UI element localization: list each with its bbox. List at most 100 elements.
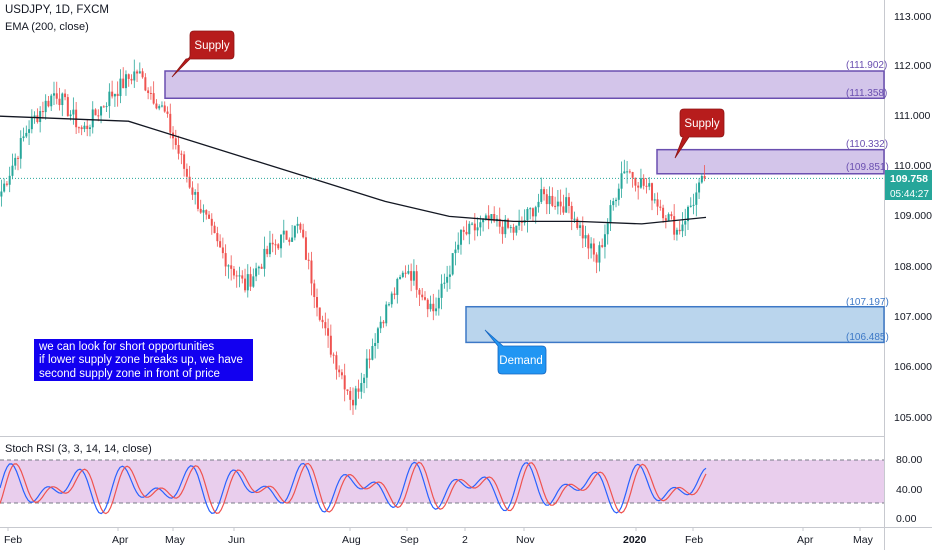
demand-zone[interactable] — [465, 305, 885, 344]
candle-body — [374, 342, 377, 347]
note-line-3: second supply zone in front of price — [39, 367, 220, 380]
candle-body — [108, 91, 111, 107]
candle-body — [698, 182, 701, 193]
candle-body — [642, 178, 645, 186]
candle-body — [304, 237, 307, 260]
candle-body — [443, 282, 446, 284]
supply-zone[interactable] — [656, 148, 885, 175]
candle-body — [476, 227, 479, 231]
candle-body — [357, 388, 360, 392]
candle-body — [3, 183, 6, 192]
candle-body — [277, 244, 280, 249]
candle-body — [169, 113, 172, 133]
candle-body — [648, 183, 651, 187]
candle-body — [423, 297, 426, 300]
candle-body — [645, 185, 648, 187]
candle-body — [224, 253, 227, 267]
symbol-title[interactable]: USDJPY, 1D, FXCM — [5, 4, 109, 16]
zone-label-lower: (111.358) — [846, 88, 887, 99]
stoch-k-line[interactable] — [0, 461, 707, 515]
candle-body — [603, 234, 606, 247]
stoch-legend[interactable]: Stoch RSI (3, 3, 14, 14, close) — [5, 443, 152, 455]
candle-body — [518, 221, 521, 226]
candle-body — [371, 346, 374, 360]
candle-body — [396, 278, 399, 295]
candle-body — [75, 109, 78, 128]
candle-body — [232, 268, 235, 276]
candle-body — [255, 268, 258, 277]
candle-body — [529, 208, 532, 210]
candle-body — [675, 229, 678, 235]
candle-body — [39, 111, 42, 123]
candle-body — [565, 197, 568, 213]
candle-body — [390, 293, 393, 305]
candle-body — [554, 205, 557, 207]
candle-body — [219, 241, 222, 248]
candle-body — [631, 172, 634, 178]
osc-tick: 40.00 — [896, 484, 922, 496]
candle-body — [288, 239, 291, 242]
candle-body — [462, 229, 465, 232]
candle-body — [404, 272, 407, 274]
price-tick: 105.000 — [894, 412, 932, 424]
candle-body — [313, 283, 316, 298]
candle-body — [230, 265, 233, 269]
candle-body — [534, 207, 537, 217]
candle-body — [61, 93, 64, 106]
candle-body — [579, 225, 582, 228]
candle-body — [695, 192, 698, 205]
candle-body — [352, 399, 354, 406]
candle-body — [191, 187, 194, 195]
candle-body — [468, 223, 471, 235]
ema-line[interactable] — [0, 115, 707, 225]
candle-body — [257, 266, 260, 269]
candle-body — [551, 195, 554, 206]
supply-callout-2[interactable]: Supply — [674, 108, 725, 159]
candle-body — [52, 93, 55, 96]
candle-body — [617, 188, 620, 200]
candle-body — [346, 389, 349, 391]
analysis-note[interactable]: we can look for short opportunities if l… — [34, 339, 253, 381]
candle-body — [429, 303, 432, 310]
candle-body — [471, 223, 474, 225]
candle-body — [581, 225, 584, 239]
candle-body — [612, 201, 615, 206]
candle-body — [459, 229, 462, 245]
stoch-d-line[interactable] — [0, 461, 707, 515]
candle-body — [194, 192, 197, 195]
candle-body — [526, 208, 529, 221]
candle-body — [487, 215, 490, 221]
candle-body — [138, 71, 141, 74]
time-label: May — [853, 534, 874, 546]
supply-callout-1[interactable]: Supply — [171, 30, 235, 78]
time-label: Jun — [228, 534, 245, 546]
price-tick: 111.000 — [894, 110, 931, 122]
ema-legend[interactable]: EMA (200, close) — [5, 21, 89, 33]
candle-body — [271, 242, 274, 245]
candle-body — [667, 214, 670, 221]
supply-zone[interactable] — [164, 70, 885, 100]
candle-body — [482, 219, 485, 223]
demand-callout[interactable]: Demand — [484, 329, 547, 375]
time-label: Apr — [797, 534, 814, 546]
candle-body — [28, 129, 31, 133]
candle-body — [8, 175, 11, 185]
time-label: Feb — [4, 534, 22, 546]
candle-body — [354, 388, 357, 406]
candle-body — [102, 106, 105, 108]
candle-body — [507, 219, 510, 228]
candle-body — [700, 175, 703, 183]
candle-body — [418, 289, 421, 295]
candle-body — [263, 248, 266, 269]
candle-body — [88, 127, 91, 129]
candle-body — [509, 227, 512, 229]
candle-body — [548, 195, 551, 205]
candle-body — [36, 115, 39, 123]
stoch-band — [0, 460, 884, 503]
candle-body — [177, 144, 180, 154]
candle-body — [127, 74, 130, 79]
candle-body — [0, 191, 3, 197]
zones-layer — [164, 70, 885, 344]
candle-body — [512, 227, 515, 233]
